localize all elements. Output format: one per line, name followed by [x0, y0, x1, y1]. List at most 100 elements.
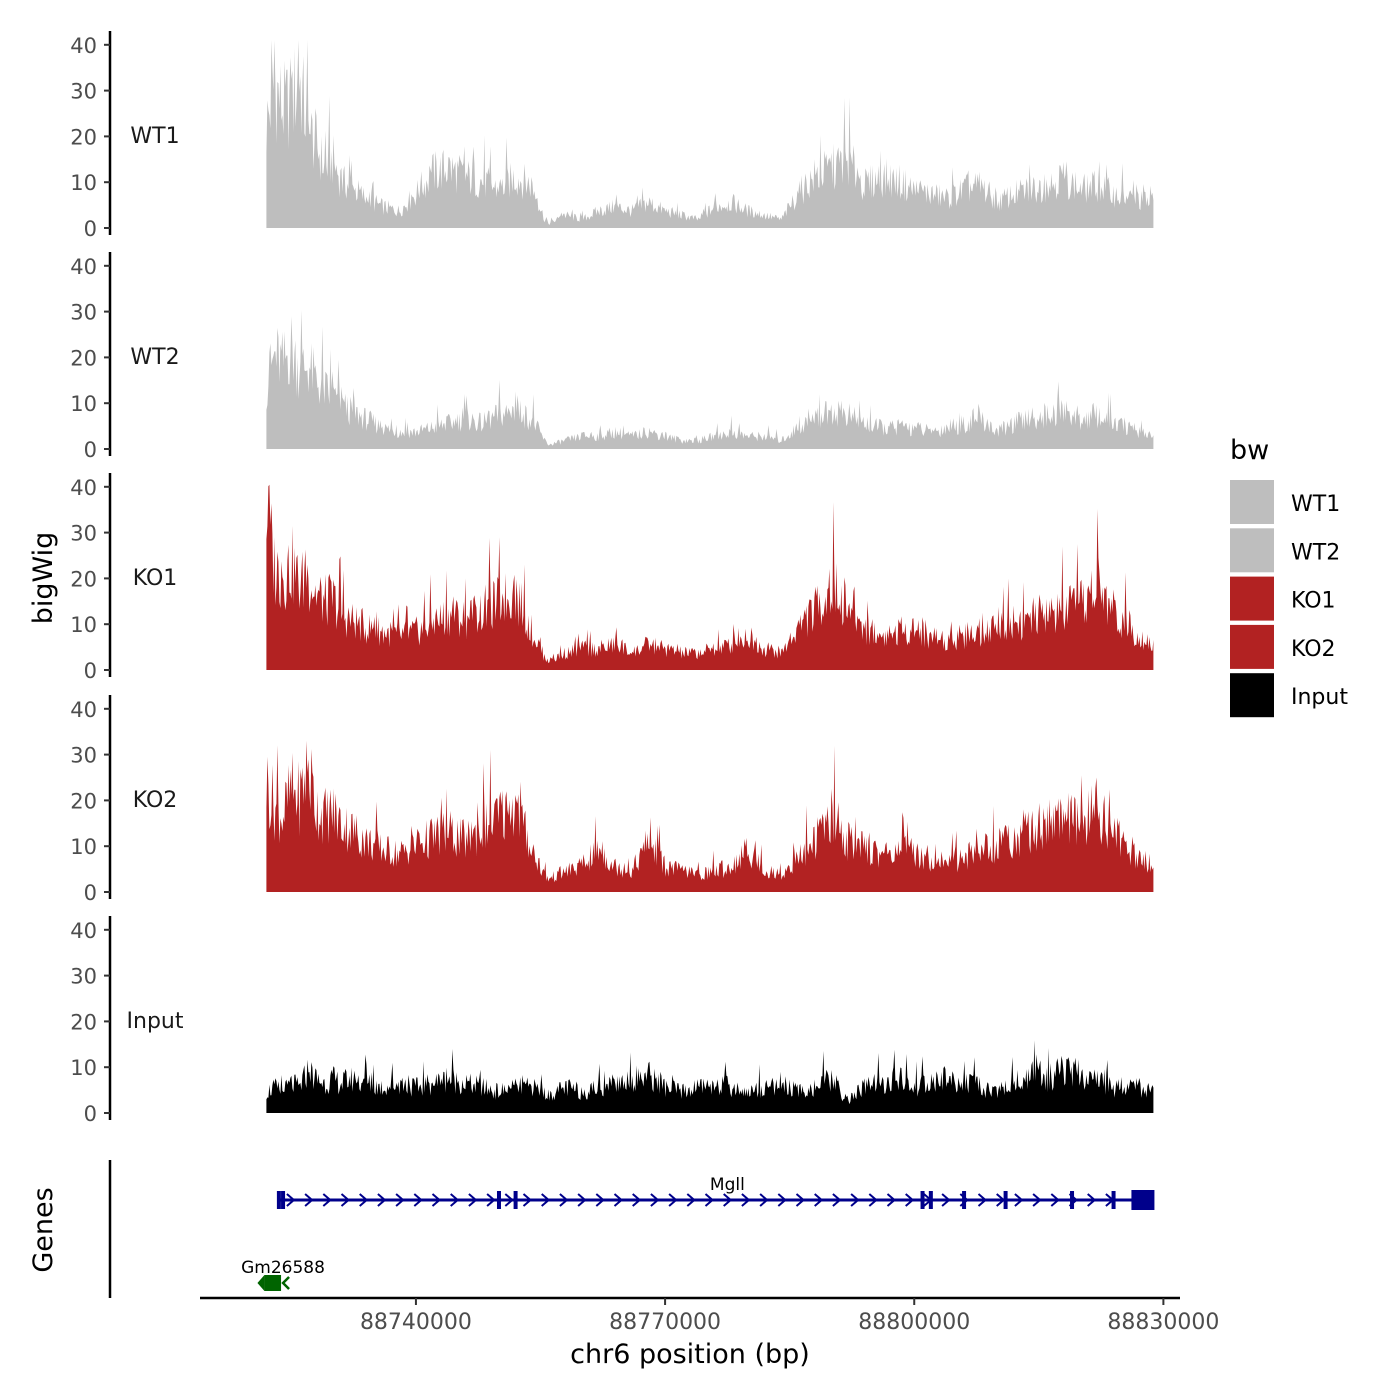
x-tick-label: 88740000 — [360, 1310, 472, 1335]
gene-gm26588: Gm26588 — [241, 1258, 325, 1291]
y-tick-label: 30 — [70, 301, 97, 325]
strand-arrow — [868, 1193, 878, 1207]
x-tick-label: 88800000 — [858, 1310, 970, 1335]
panel-ko2: 0 10 20 30 40 KO2 — [70, 695, 1154, 905]
x-axis: 88740000 88770000 88800000 88830000 — [200, 1296, 1219, 1335]
genes-axis-label: Genes — [28, 1187, 59, 1272]
track-label-ko2: KO2 — [133, 788, 178, 813]
y-tick-label: 40 — [70, 698, 97, 722]
strand-arrow — [814, 1193, 824, 1207]
strand-arrow — [577, 1193, 587, 1207]
y-tick-label: 0 — [84, 438, 97, 462]
y-tick-label: 40 — [70, 255, 97, 279]
y-tick-label: 20 — [70, 789, 97, 813]
y-tick-label: 10 — [70, 835, 97, 859]
strand-arrow — [1014, 1193, 1024, 1207]
track-label-wt2: WT2 — [130, 345, 179, 370]
track-label-input: Input — [127, 1009, 184, 1034]
legend-swatch-wt2 — [1230, 528, 1274, 573]
coverage-area-ko1 — [266, 484, 1154, 670]
exon-mark — [496, 1191, 501, 1209]
strand-arrow — [359, 1193, 369, 1207]
strand-arrow — [395, 1193, 405, 1207]
strand-arrow — [322, 1193, 332, 1207]
gene-label-mgll: Mgll — [710, 1175, 745, 1195]
strand-arrow — [704, 1193, 715, 1207]
strand-arrow — [340, 1193, 351, 1207]
x-tick-label: 88770000 — [609, 1310, 721, 1335]
strand-arrow — [723, 1193, 733, 1207]
strand-arrow — [504, 1193, 514, 1207]
strand-arrow — [941, 1193, 951, 1207]
strand-arrow — [886, 1193, 897, 1207]
y-axis-label: bigWig — [28, 532, 59, 625]
coverage-area-ko2 — [266, 740, 1154, 892]
y-tick-label: 10 — [70, 392, 97, 416]
strand-arrow — [595, 1193, 605, 1207]
bigwig-panels: 0 10 20 30 40 WT1 0 10 20 30 40 WT2 0 10 20 30 40 KO1 0 10 2… — [70, 31, 1154, 1126]
legend-swatch-ko2 — [1230, 624, 1274, 669]
legend-swatch-wt1 — [1230, 480, 1274, 524]
panel-ko1: 0 10 20 30 40 KO1 — [70, 473, 1154, 683]
strand-arrow — [1032, 1193, 1042, 1207]
exon-mark — [513, 1191, 518, 1209]
strand-arrow — [686, 1193, 696, 1207]
exon-block — [1131, 1190, 1155, 1210]
legend-label-ko1: KO1 — [1291, 589, 1336, 614]
track-label-wt1: WT1 — [130, 124, 179, 149]
strand-arrow — [304, 1193, 314, 1207]
legend-label-wt2: WT2 — [1291, 540, 1340, 565]
y-tick-label: 20 — [70, 346, 97, 370]
strand-arrow — [741, 1193, 751, 1207]
strand-arrow — [1050, 1193, 1060, 1207]
legend-label-ko2: KO2 — [1291, 637, 1336, 662]
panel-wt1: 0 10 20 30 40 WT1 — [70, 31, 1154, 241]
panel-wt2: 0 10 20 30 40 WT2 — [70, 252, 1154, 462]
exon-mark — [1111, 1191, 1116, 1209]
strand-arrow — [377, 1193, 387, 1207]
legend-swatch-input — [1230, 673, 1274, 718]
exon-mark — [962, 1191, 967, 1209]
strand-arrow — [850, 1193, 860, 1207]
y-tick-label: 0 — [84, 659, 97, 683]
coverage-area-input — [266, 1040, 1154, 1113]
y-tick-label: 40 — [70, 919, 97, 943]
legend-swatch-ko1 — [1230, 576, 1274, 621]
y-tick-label: 30 — [70, 744, 97, 768]
strand-arrow — [977, 1193, 988, 1207]
strand-arrow — [632, 1193, 642, 1207]
strand-arrow — [777, 1193, 787, 1207]
exon-mark — [276, 1191, 281, 1209]
strand-arrow — [431, 1193, 442, 1207]
genes-panel: Mgll Gm26588 — [108, 1160, 1155, 1298]
x-tick-label: 88830000 — [1107, 1310, 1219, 1335]
strand-arrow — [450, 1193, 460, 1207]
strand-arrow — [468, 1193, 478, 1207]
y-tick-label: 0 — [84, 1102, 97, 1126]
gene-end-cap — [257, 1275, 265, 1291]
exon-mark — [920, 1191, 925, 1209]
legend-entries: WT1 WT2 KO1 KO2 Input — [1230, 480, 1348, 718]
legend-label-input: Input — [1291, 685, 1348, 710]
strand-arrow — [522, 1193, 533, 1207]
exon-mark — [1003, 1191, 1008, 1209]
y-tick-label: 10 — [70, 613, 97, 637]
y-tick-label: 40 — [70, 34, 97, 58]
strand-arrow — [541, 1193, 551, 1207]
strand-arrow — [486, 1193, 496, 1207]
strand-arrow — [668, 1193, 678, 1207]
y-tick-label: 30 — [70, 522, 97, 546]
y-tick-label: 0 — [84, 217, 97, 241]
strand-arrow — [613, 1193, 624, 1207]
strand-arrow — [413, 1193, 423, 1207]
exon-mark — [1070, 1191, 1075, 1209]
coverage-area-wt2 — [266, 310, 1154, 449]
exon-mark — [928, 1191, 933, 1209]
legend-label-wt1: WT1 — [1291, 492, 1340, 517]
y-tick-label: 10 — [70, 1056, 97, 1080]
y-tick-label: 30 — [70, 965, 97, 989]
gene-mgll: Mgll — [276, 1175, 1155, 1210]
strand-arrow — [650, 1193, 660, 1207]
strand-arrow — [795, 1193, 806, 1207]
